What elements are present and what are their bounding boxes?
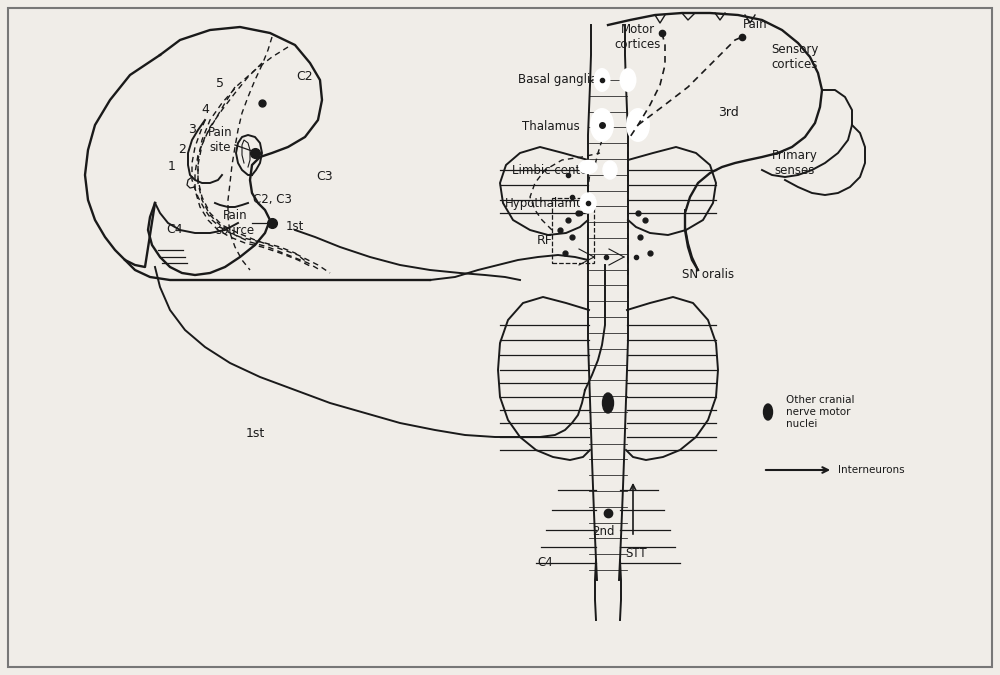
Text: Sensory
cortices: Sensory cortices: [771, 43, 819, 71]
Text: C4: C4: [537, 556, 553, 570]
Text: C4: C4: [167, 223, 183, 236]
Text: Basal ganglia: Basal ganglia: [518, 74, 598, 86]
Text: Thalamus: Thalamus: [522, 121, 580, 134]
Text: Pain
source: Pain source: [215, 209, 255, 237]
Text: Hypothalamus: Hypothalamus: [505, 196, 591, 209]
Text: Limbic center: Limbic center: [512, 163, 592, 176]
Text: 1: 1: [168, 160, 176, 173]
Text: C2, C3: C2, C3: [253, 193, 291, 206]
Text: 1st: 1st: [286, 220, 304, 233]
Text: 3rd: 3rd: [718, 107, 738, 119]
Ellipse shape: [627, 109, 649, 141]
Ellipse shape: [603, 161, 617, 179]
Text: 3: 3: [188, 123, 196, 136]
Text: SN oralis: SN oralis: [682, 269, 734, 281]
Ellipse shape: [591, 109, 613, 141]
Text: Primary
senses: Primary senses: [772, 149, 818, 177]
Text: Other cranial
nerve motor
nuclei: Other cranial nerve motor nuclei: [786, 396, 854, 429]
Ellipse shape: [579, 161, 597, 173]
Text: RF: RF: [537, 234, 553, 246]
Ellipse shape: [594, 69, 610, 91]
Text: 2: 2: [178, 143, 186, 156]
Text: 5: 5: [216, 77, 224, 90]
Text: C3: C3: [317, 170, 333, 183]
Text: Pain
site: Pain site: [208, 126, 232, 154]
Text: Pain: Pain: [743, 18, 767, 32]
Ellipse shape: [580, 193, 596, 213]
Text: C2: C2: [297, 70, 313, 83]
Text: 4: 4: [201, 103, 209, 116]
Bar: [552, 198, 594, 263]
Ellipse shape: [620, 69, 636, 91]
Text: Motor
cortices: Motor cortices: [615, 23, 661, 51]
Ellipse shape: [764, 404, 772, 420]
Ellipse shape: [602, 393, 614, 413]
Text: 1st: 1st: [245, 427, 265, 440]
Text: 2nd: 2nd: [592, 525, 614, 538]
Text: Interneurons: Interneurons: [838, 465, 905, 475]
Text: STT: STT: [625, 547, 647, 560]
